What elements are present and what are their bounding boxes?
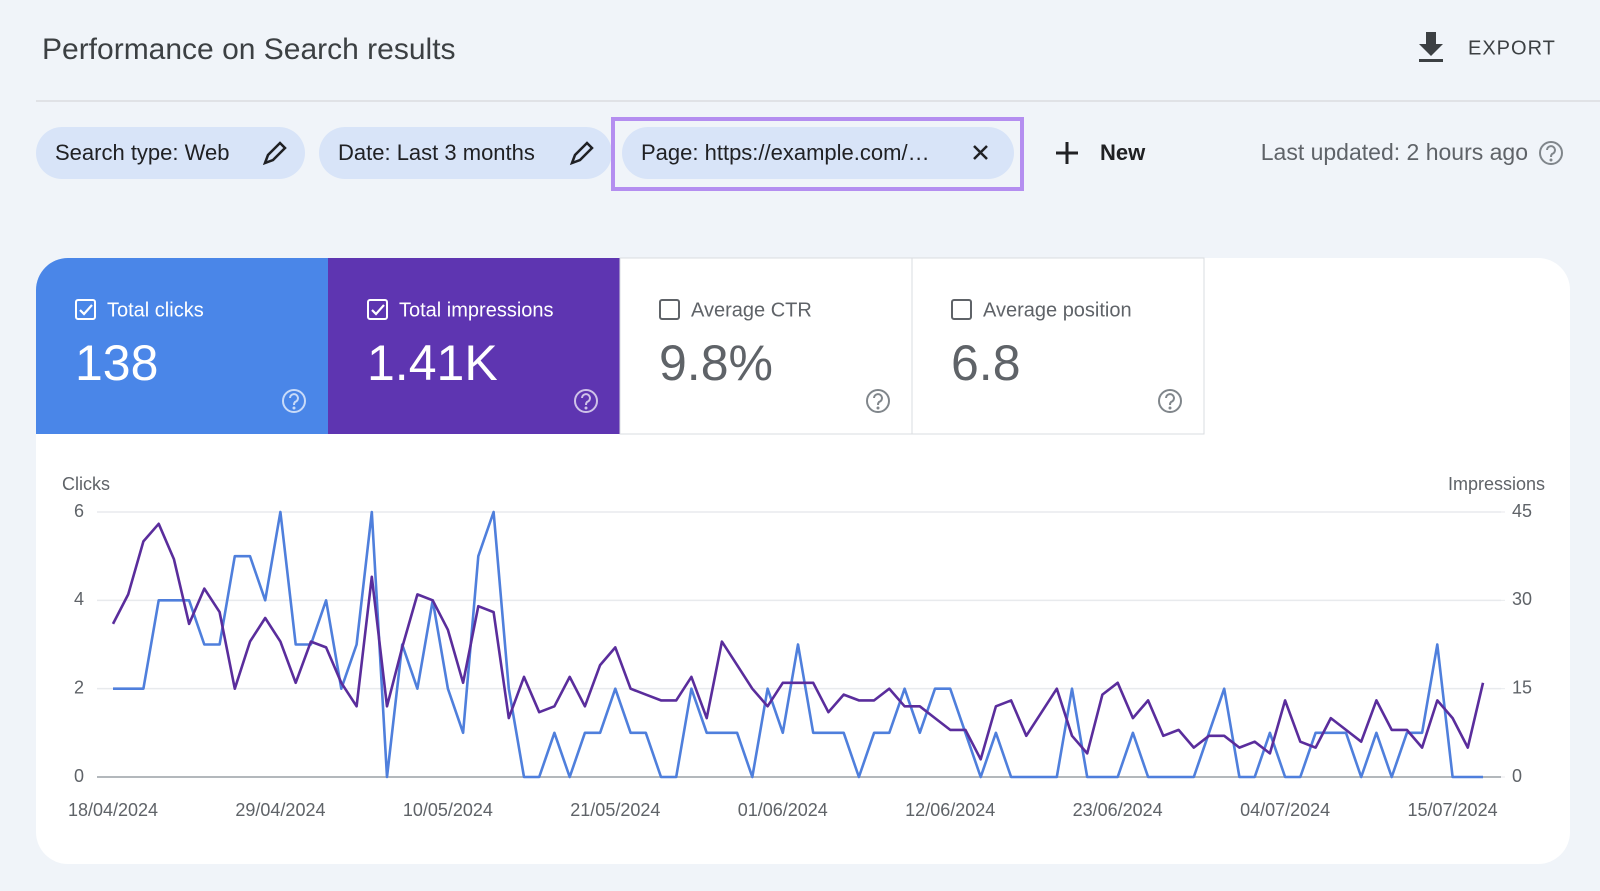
help-dot bbox=[1549, 158, 1553, 162]
help-dot bbox=[292, 406, 296, 410]
chip-label[interactable]: Date: Last 3 months bbox=[338, 140, 535, 165]
help-circle bbox=[574, 389, 598, 413]
filter-chip[interactable]: Date: Last 3 months bbox=[319, 127, 612, 179]
checkmark bbox=[79, 304, 93, 316]
export-icon bbox=[1419, 32, 1443, 62]
x-tick-label: 23/06/2024 bbox=[1073, 800, 1163, 820]
close-icon[interactable] bbox=[973, 145, 988, 160]
chip-background bbox=[36, 127, 305, 179]
metric-value: 9.8% bbox=[659, 335, 773, 391]
new-label[interactable]: New bbox=[1100, 140, 1146, 165]
edit-icon[interactable] bbox=[262, 141, 287, 166]
export-button[interactable]: EXPORT bbox=[1419, 32, 1556, 62]
export-label[interactable]: EXPORT bbox=[1468, 37, 1556, 59]
chart: Clicks Impressions 0 2 4 6 0 15 30 45 18/04/2024 29… bbox=[62, 474, 1545, 820]
help-glyph bbox=[1165, 393, 1175, 406]
y2-tick-label: 15 bbox=[1512, 677, 1532, 697]
y-tick-label: 0 bbox=[74, 766, 84, 786]
x-tick-label: 04/07/2024 bbox=[1240, 800, 1330, 820]
checkbox[interactable] bbox=[951, 299, 972, 320]
metric-tile[interactable]: Average position 6.8 bbox=[911, 257, 1205, 435]
filter-bar: Search type: Web Date: Last 3 months Page:… bbox=[36, 117, 1024, 191]
metric-label: Total clicks bbox=[107, 299, 204, 321]
metric-tile[interactable]: Average CTR 9.8% bbox=[619, 257, 913, 435]
help-circle bbox=[1539, 141, 1563, 165]
help-circle bbox=[1158, 389, 1182, 413]
help-dot bbox=[876, 406, 880, 410]
x-tick-label: 15/07/2024 bbox=[1408, 800, 1498, 820]
x-tick-label: 29/04/2024 bbox=[235, 800, 325, 820]
help-icon[interactable] bbox=[866, 389, 890, 413]
tile-background bbox=[619, 257, 913, 435]
filter-chip[interactable]: Page: https://example.com/… bbox=[611, 117, 1024, 191]
y-tick-label: 2 bbox=[74, 677, 84, 697]
help-dot bbox=[1168, 406, 1172, 410]
help-icon[interactable] bbox=[574, 389, 598, 413]
metric-value: 1.41K bbox=[367, 335, 498, 391]
y2-tick-label: 45 bbox=[1512, 501, 1532, 521]
metric-tiles: Total clicks 138 Total impressions 1.41K Ave… bbox=[36, 257, 1205, 435]
tile-background bbox=[36, 258, 328, 434]
new-filter-button[interactable]: New bbox=[1056, 140, 1146, 165]
filter-chip[interactable]: Search type: Web bbox=[36, 127, 305, 179]
x-tick-label: 10/05/2024 bbox=[403, 800, 493, 820]
series-line bbox=[111, 522, 1485, 761]
x-tick-label: 21/05/2024 bbox=[570, 800, 660, 820]
series-line bbox=[113, 510, 1483, 779]
y2-tick-label: 0 bbox=[1512, 766, 1522, 786]
chip-label[interactable]: Page: https://example.com/… bbox=[641, 140, 930, 165]
last-updated: Last updated: 2 hours ago bbox=[1261, 139, 1528, 165]
page-title: Performance on Search results bbox=[42, 33, 456, 66]
y2-tick-label: 30 bbox=[1512, 589, 1532, 609]
chip-label[interactable]: Search type: Web bbox=[55, 140, 229, 165]
help-glyph bbox=[1546, 145, 1556, 158]
edit-icon[interactable] bbox=[569, 141, 594, 166]
help-icon[interactable] bbox=[282, 389, 306, 413]
plus-icon bbox=[1056, 142, 1078, 164]
metric-label: Average position bbox=[983, 299, 1132, 321]
help-glyph bbox=[289, 393, 299, 406]
tile-background bbox=[328, 258, 620, 434]
chip-highlight bbox=[611, 117, 1024, 191]
y-axis-title: Clicks bbox=[62, 474, 110, 494]
chip-background bbox=[622, 127, 1014, 179]
help-icon[interactable] bbox=[1539, 141, 1563, 165]
metric-label: Average CTR bbox=[691, 299, 812, 321]
help-circle bbox=[282, 389, 306, 413]
help-dot bbox=[584, 406, 588, 410]
chip-background bbox=[319, 127, 612, 179]
x-tick-label: 12/06/2024 bbox=[905, 800, 995, 820]
help-circle bbox=[866, 389, 890, 413]
y2-axis-title: Impressions bbox=[1448, 474, 1545, 494]
x-tick-label: 01/06/2024 bbox=[738, 800, 828, 820]
tile-background bbox=[911, 257, 1205, 435]
metric-tile[interactable]: Total clicks 138 bbox=[36, 258, 328, 434]
y-tick-label: 4 bbox=[74, 589, 84, 609]
metric-value: 138 bbox=[75, 335, 158, 391]
checkbox[interactable] bbox=[659, 299, 680, 320]
metric-tile[interactable]: Total impressions 1.41K bbox=[328, 258, 620, 434]
y-tick-label: 6 bbox=[74, 501, 84, 521]
help-glyph bbox=[581, 393, 591, 406]
checkbox[interactable] bbox=[367, 299, 388, 320]
help-glyph bbox=[873, 393, 883, 406]
help-icon[interactable] bbox=[1158, 389, 1182, 413]
checkmark bbox=[371, 304, 385, 316]
checkbox[interactable] bbox=[75, 299, 96, 320]
metric-value: 6.8 bbox=[951, 335, 1021, 391]
metric-label: Total impressions bbox=[399, 299, 554, 321]
x-tick-label: 18/04/2024 bbox=[68, 800, 158, 820]
